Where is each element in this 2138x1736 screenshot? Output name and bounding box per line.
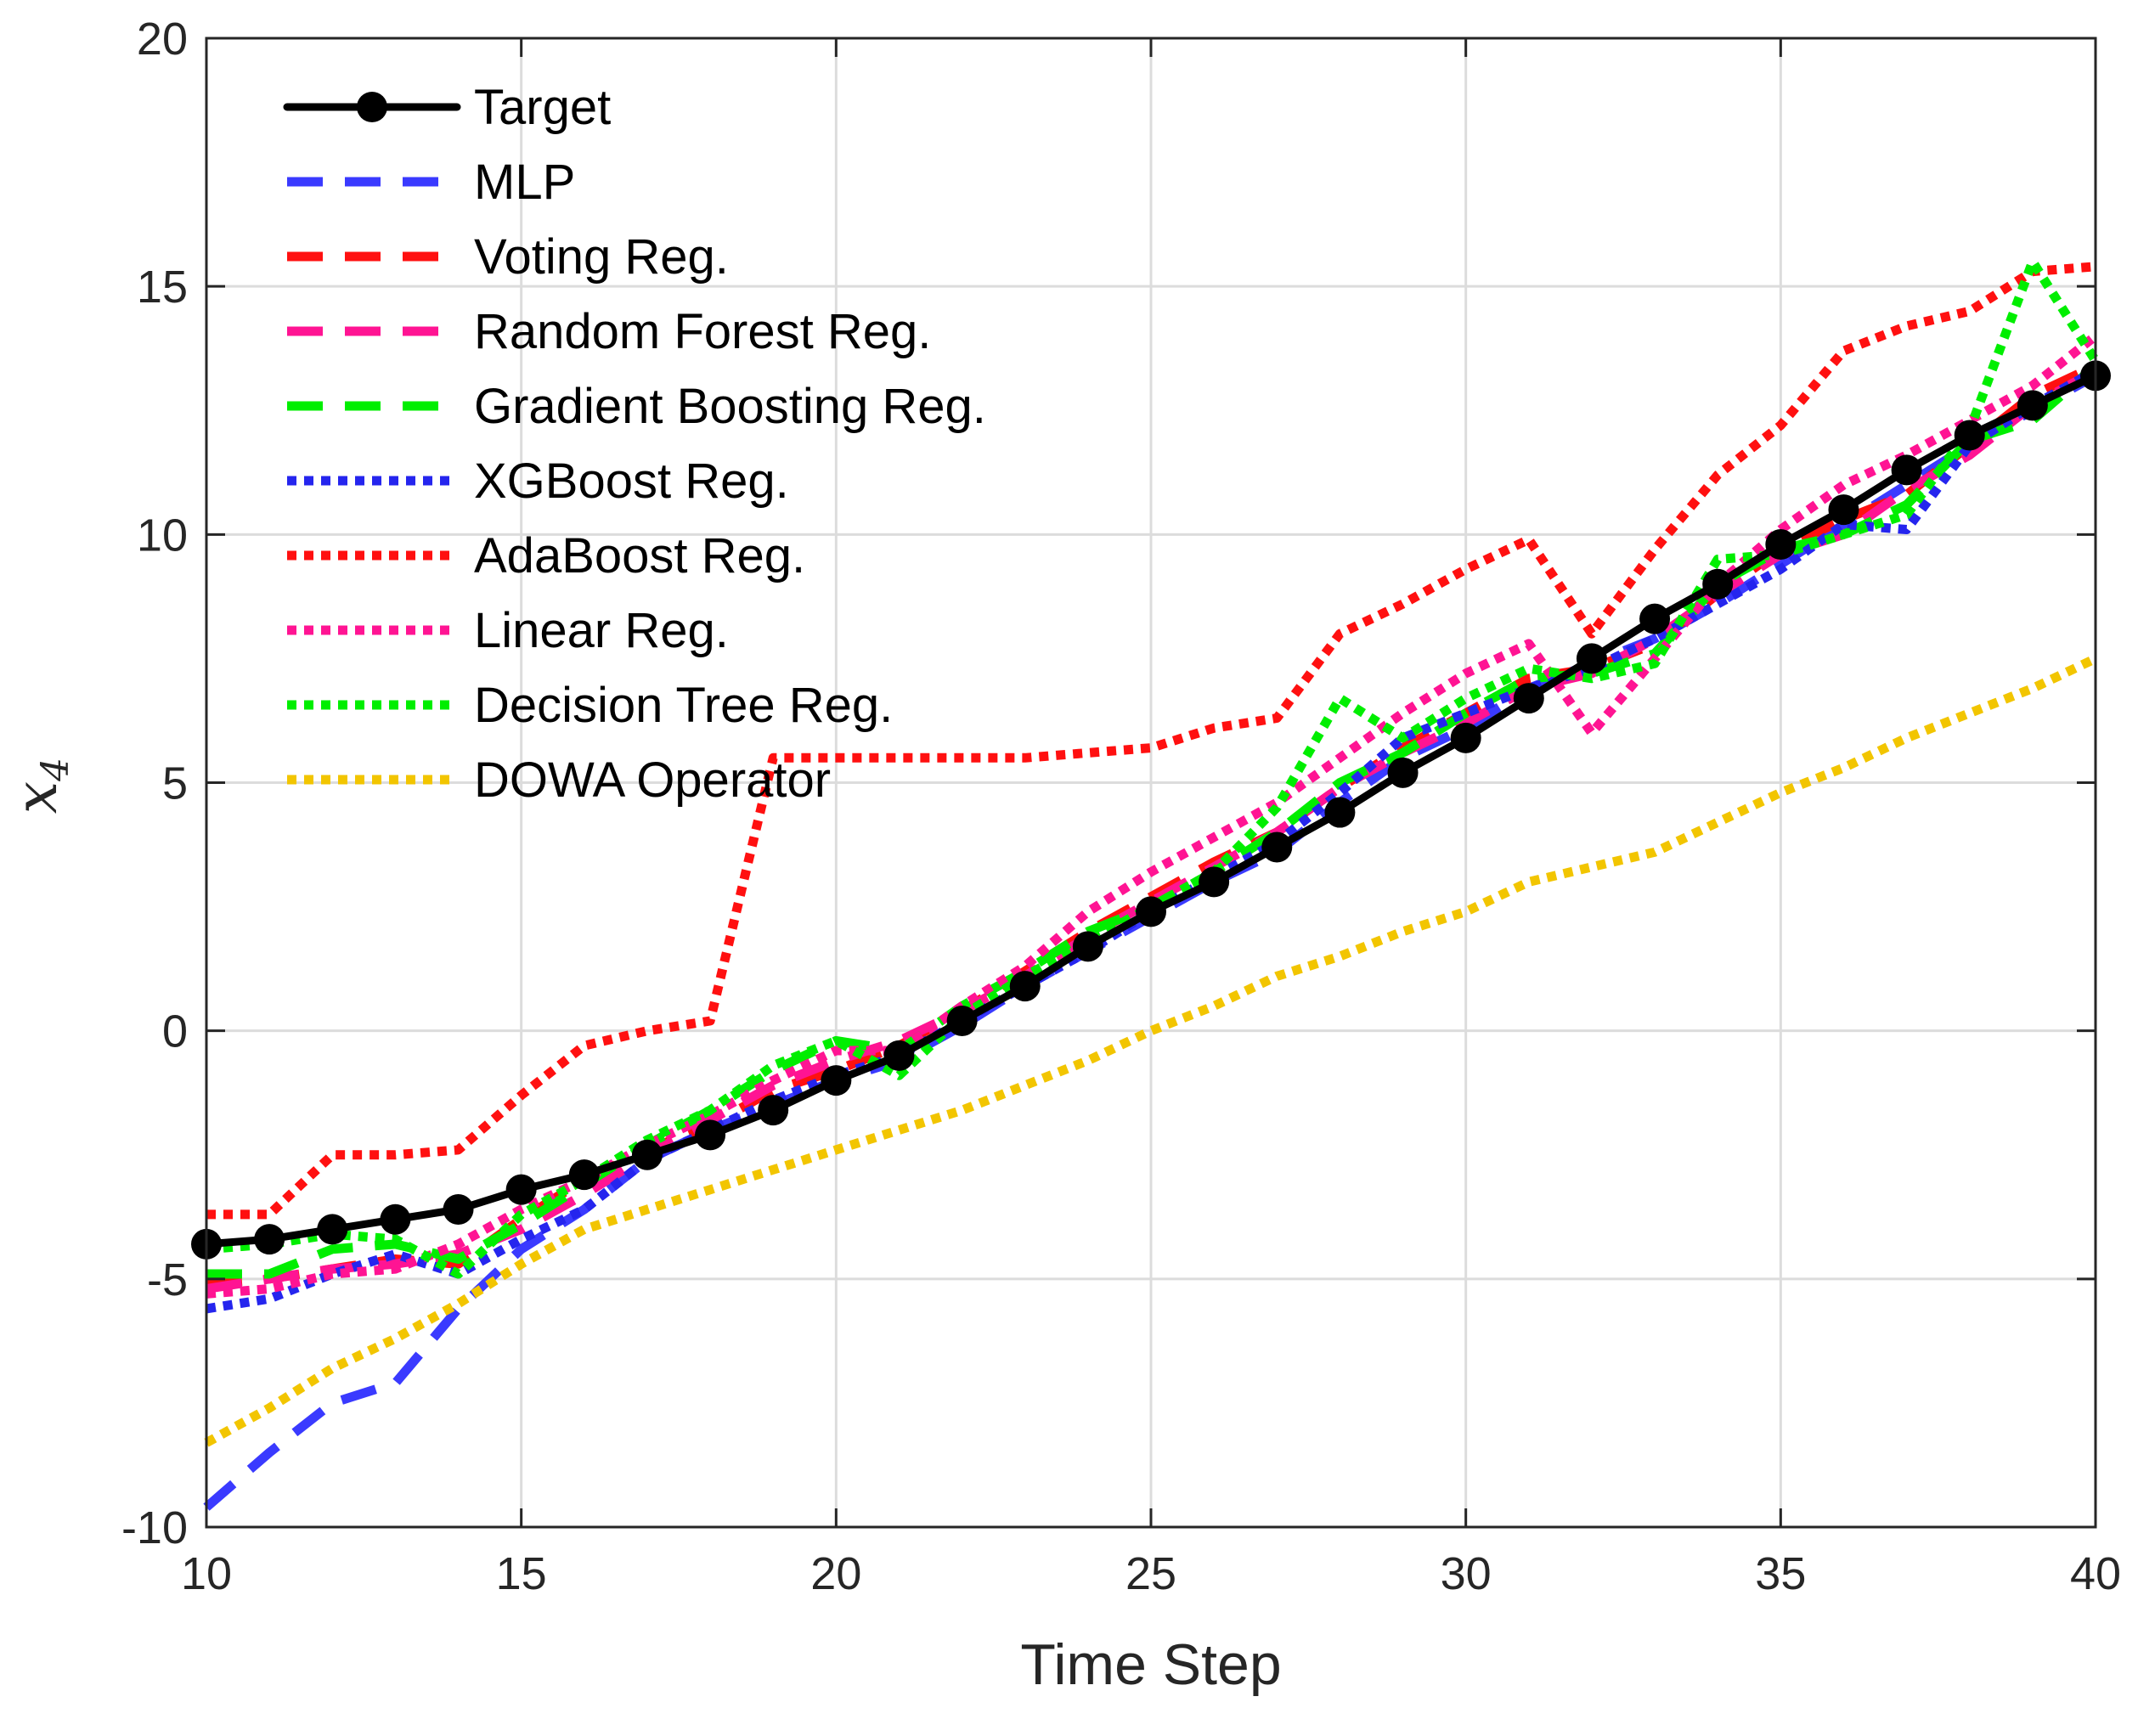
legend-marker <box>357 92 387 122</box>
series-line-adaboost-reg <box>206 262 2096 1220</box>
x-tick-label: 40 <box>2070 1548 2121 1599</box>
x-tick-label: 30 <box>1441 1548 1492 1599</box>
legend-label-voting-reg: Voting Reg. <box>474 229 729 285</box>
legend-label-dowa-operator: DOWA Operator <box>474 752 831 808</box>
target-marker <box>2017 390 2048 421</box>
y-tick-label: 0 <box>162 1006 188 1057</box>
target-marker <box>821 1065 852 1096</box>
target-marker <box>1576 643 1607 674</box>
x-tick-label: 10 <box>181 1548 232 1599</box>
target-marker <box>1324 797 1356 828</box>
target-marker <box>1136 896 1166 927</box>
legend-label-random-forest-reg: Random Forest Reg. <box>474 304 931 359</box>
target-marker <box>380 1203 411 1235</box>
legend-label-linear-reg: Linear Reg. <box>474 603 729 658</box>
x-tick-label: 35 <box>1755 1548 1806 1599</box>
target-marker <box>317 1214 348 1245</box>
target-marker <box>695 1119 726 1151</box>
x-axis-title: Time Step <box>1020 1632 1281 1697</box>
x-tick-label: 15 <box>496 1548 547 1599</box>
y-tick-label: -5 <box>147 1254 188 1305</box>
series-line-dowa-operator <box>204 654 2098 1447</box>
target-marker <box>1261 831 1293 863</box>
target-marker <box>1828 494 1859 526</box>
target-marker <box>1513 683 1544 714</box>
target-marker <box>1639 603 1671 634</box>
target-marker <box>1765 529 1797 561</box>
y-tick-label: -10 <box>121 1502 188 1553</box>
legend-label-gradient-boosting-reg: Gradient Boosting Reg. <box>474 379 986 434</box>
y-axis-title: x4 <box>3 758 77 814</box>
legend: Target MLP Voting Reg. Random Forest Reg. Gr… <box>283 80 986 808</box>
target-marker <box>758 1095 789 1126</box>
target-marker <box>1199 866 1230 898</box>
target-marker <box>631 1139 663 1170</box>
y-tick-label: 20 <box>137 14 188 65</box>
y-axis-var: x <box>3 781 71 814</box>
y-axis-subscript: 4 <box>34 758 77 782</box>
legend-label-decision-tree-reg: Decision Tree Reg. <box>474 678 893 733</box>
legend-label-target: Target <box>474 80 611 135</box>
y-tick-label: 15 <box>137 262 188 313</box>
legend-label-mlp: MLP <box>474 155 575 210</box>
target-marker <box>505 1174 537 1205</box>
x-tick-label: 25 <box>1125 1548 1176 1599</box>
target-marker <box>1954 420 1985 451</box>
target-marker <box>883 1040 915 1071</box>
target-marker <box>1072 931 1103 962</box>
target-marker <box>1450 722 1481 753</box>
series-line-xgboost-reg <box>206 366 2098 1314</box>
y-tick-label: 5 <box>162 758 188 809</box>
legend-label-xgboost-reg: XGBoost Reg. <box>474 454 789 509</box>
target-marker <box>946 1005 978 1036</box>
target-marker <box>1387 757 1419 788</box>
series-group <box>191 256 2111 1511</box>
y-tick-label: 10 <box>137 510 188 561</box>
target-marker <box>1891 454 1922 486</box>
target-marker <box>254 1224 285 1255</box>
x-tick-label: 20 <box>810 1548 861 1599</box>
axis-ticks: 10 15 20 25 30 35 40 -10 -5 0 5 10 15 20 <box>121 14 2121 1599</box>
target-marker <box>568 1159 600 1191</box>
legend-label-adaboost-reg: AdaBoost Reg. <box>474 528 805 583</box>
target-marker <box>443 1194 474 1226</box>
target-marker <box>1009 971 1041 1002</box>
target-marker <box>1702 568 1734 600</box>
